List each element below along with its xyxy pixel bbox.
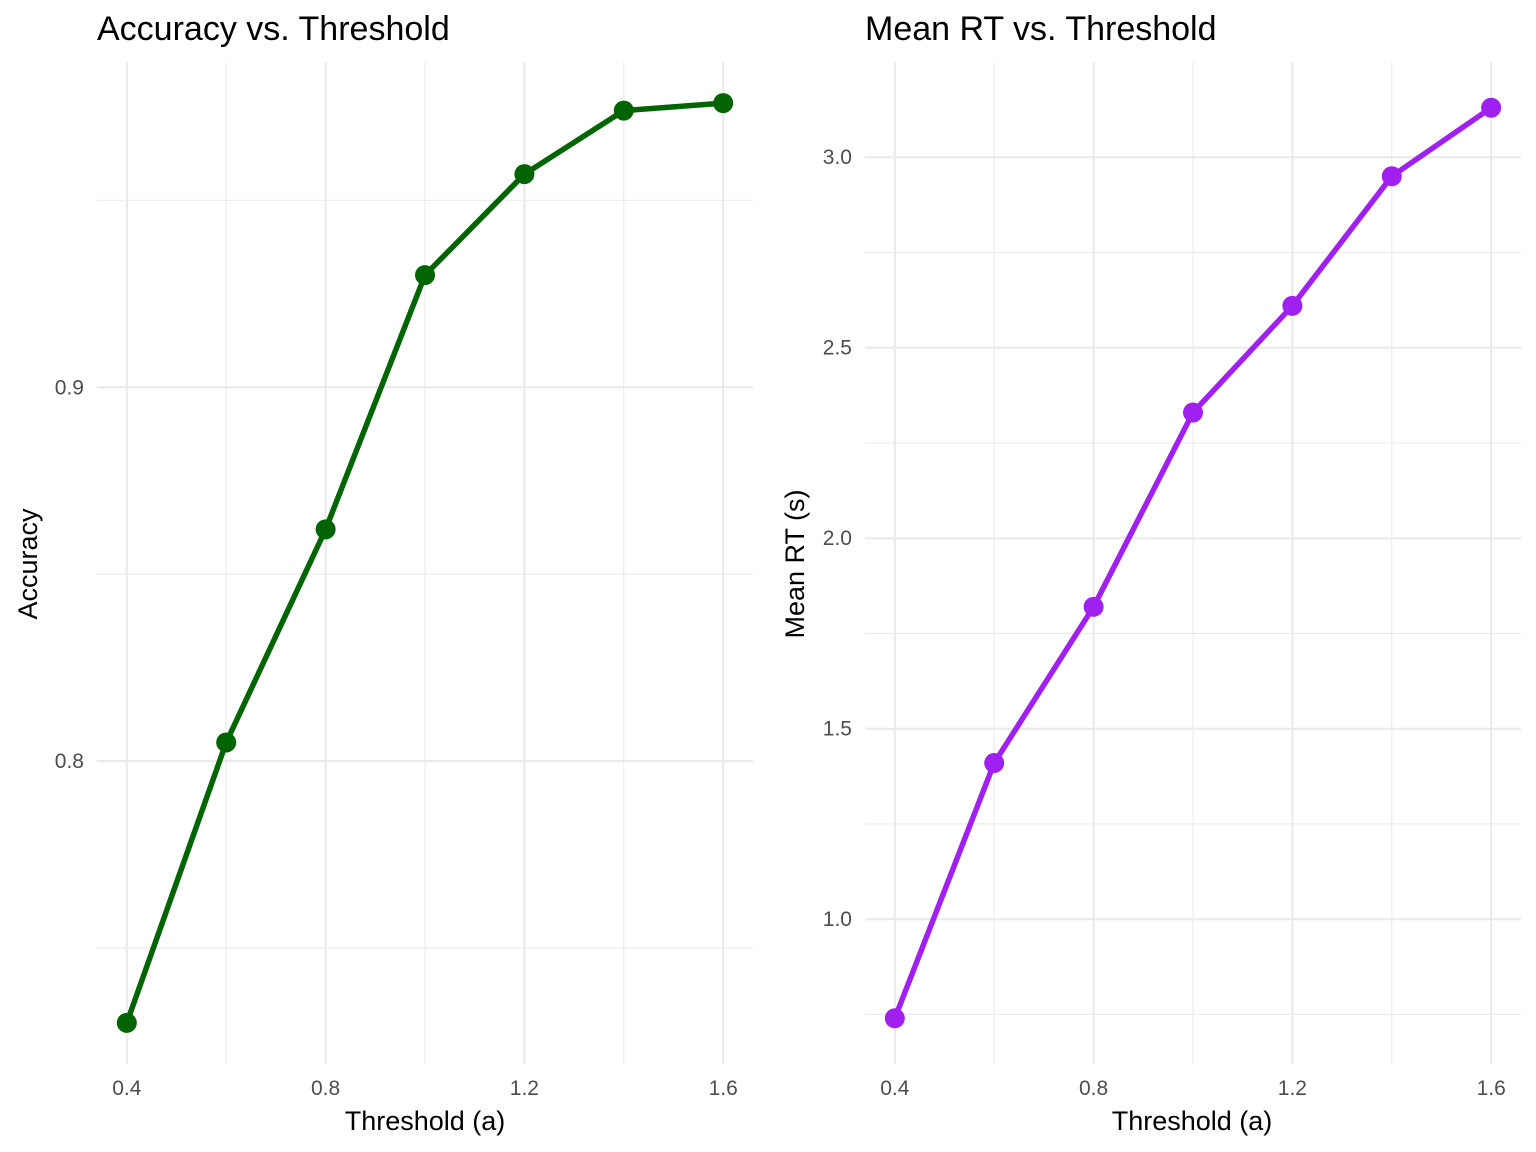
mean-rt-grid <box>865 62 1521 1064</box>
mean-rt-x-tick-label: 0.4 <box>880 1077 910 1100</box>
mean-rt-y-tick-label: 2.0 <box>823 527 852 550</box>
accuracy-data-point <box>116 1012 137 1033</box>
mean-rt-data-point <box>884 1008 905 1029</box>
mean-rt-data-point <box>984 753 1005 774</box>
mean-rt-x-ticks: 0.4 0.8 1.2 1.6 <box>880 1077 1506 1100</box>
mean-rt-data-point <box>1083 596 1104 617</box>
accuracy-data-point <box>216 732 237 753</box>
accuracy-panel: Accuracy vs. Threshold 0.4 0.8 1.2 1.6 0.80… <box>13 10 753 1136</box>
accuracy-y-tick-label: 0.9 <box>55 376 84 399</box>
accuracy-data-point <box>613 100 634 121</box>
accuracy-data-point <box>415 265 435 286</box>
mean-rt-x-tick-label: 1.2 <box>1278 1077 1307 1100</box>
accuracy-y-tick-label: 0.8 <box>55 750 84 773</box>
mean-rt-x-tick-label: 0.8 <box>1079 1077 1108 1100</box>
accuracy-data-point <box>713 93 734 114</box>
mean-rt-x-axis-title: Threshold (a) <box>1112 1106 1273 1136</box>
mean-rt-data-point <box>1481 97 1502 118</box>
mean-rt-y-tick-label: 3.0 <box>823 146 852 169</box>
mean-rt-y-tick-label: 1.0 <box>823 908 852 931</box>
accuracy-chart-title: Accuracy vs. Threshold <box>97 10 450 48</box>
mean-rt-data-point <box>1381 166 1402 187</box>
accuracy-y-axis-title: Accuracy <box>13 508 43 620</box>
mean-rt-y-tick-label: 2.5 <box>823 337 852 360</box>
accuracy-x-tick-label: 1.2 <box>510 1077 539 1100</box>
accuracy-points <box>116 93 734 1033</box>
mean-rt-y-tick-label: 1.5 <box>823 718 852 741</box>
accuracy-x-tick-label: 0.8 <box>311 1077 340 1100</box>
mean-rt-data-point <box>1183 402 1203 423</box>
accuracy-x-axis-title: Threshold (a) <box>345 1106 506 1136</box>
accuracy-data-point <box>315 519 336 540</box>
accuracy-y-ticks: 0.8 0.9 <box>55 376 84 773</box>
mean-rt-y-ticks: 1.0 1.5 2.0 2.5 3.0 <box>823 146 852 931</box>
mean-rt-data-point <box>1282 295 1303 316</box>
accuracy-data-point <box>514 164 535 185</box>
accuracy-grid <box>97 62 753 1064</box>
accuracy-x-tick-label: 1.6 <box>709 1077 738 1100</box>
mean-rt-y-axis-title: Mean RT (s) <box>780 489 810 638</box>
accuracy-x-ticks: 0.4 0.8 1.2 1.6 <box>112 1077 738 1100</box>
mean-rt-chart-title: Mean RT vs. Threshold <box>865 10 1217 48</box>
accuracy-x-tick-label: 0.4 <box>112 1077 142 1100</box>
mean-rt-x-tick-label: 1.6 <box>1477 1077 1506 1100</box>
mean-rt-panel: Mean RT vs. Threshold 0.4 0.8 1.2 1.6 1.01.… <box>780 10 1521 1136</box>
mean-rt-points <box>884 97 1502 1029</box>
